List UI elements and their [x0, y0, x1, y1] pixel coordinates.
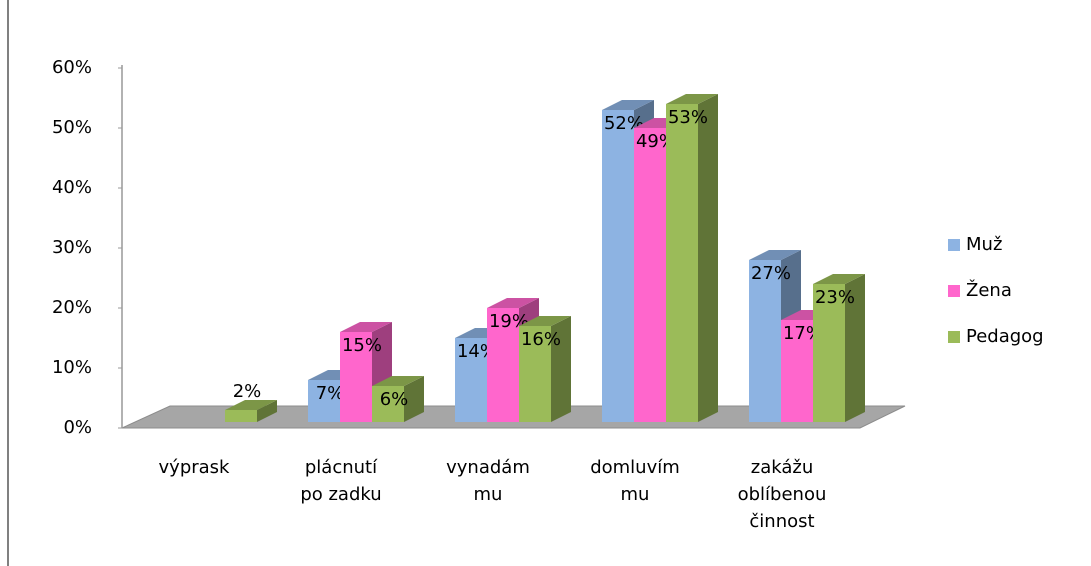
bar-front: [634, 128, 666, 422]
bar-front: [602, 110, 634, 422]
bar-top: [340, 322, 392, 332]
bar-top: [487, 298, 539, 308]
x-tick-label: plácnutí po zadku: [300, 457, 382, 505]
data-label: 7%: [316, 383, 345, 404]
legend-label: Žena: [966, 279, 1012, 301]
bar-top: [749, 250, 801, 260]
bar-top: [602, 100, 654, 110]
bar: [340, 322, 392, 422]
data-label: 53%: [668, 107, 708, 128]
legend-label: Pedagog: [966, 326, 1044, 347]
x-tick-label: domluvím mu: [590, 457, 680, 505]
data-label: 6%: [380, 389, 409, 410]
bar-top: [813, 274, 865, 284]
bar-side: [845, 274, 865, 422]
data-label: 16%: [521, 329, 561, 350]
x-tick-label: zakážu oblíbenou činnost: [737, 457, 827, 532]
bar-side: [551, 316, 571, 422]
bar-front: [666, 104, 698, 422]
bar: [666, 94, 718, 422]
bar-top: [519, 316, 571, 326]
bar-side: [698, 94, 718, 422]
y-tick-label: 0%: [63, 417, 92, 438]
data-label: 23%: [815, 287, 855, 308]
data-label: 15%: [342, 335, 382, 356]
bar: [519, 316, 571, 422]
legend-label: Muž: [966, 234, 1002, 255]
bar-front: [340, 332, 372, 422]
bar: [813, 274, 865, 422]
y-tick-label: 60%: [52, 57, 92, 78]
data-label: 27%: [751, 263, 791, 284]
bar-front: [372, 386, 404, 422]
bar-front: [225, 410, 257, 422]
bar-front: [455, 338, 487, 422]
y-tick-label: 40%: [52, 177, 92, 198]
bar-front: [519, 326, 551, 422]
bar-front: [781, 320, 813, 422]
y-tick-label: 20%: [52, 297, 92, 318]
legend-swatch: [948, 285, 960, 297]
bar-side: [257, 400, 277, 422]
legend-swatch: [948, 331, 960, 343]
bar-side: [404, 376, 424, 422]
data-label: 2%: [233, 381, 262, 402]
bar-front: [813, 284, 845, 422]
x-tick-label: výprask: [158, 457, 230, 478]
bar-top: [666, 94, 718, 104]
bar: [372, 376, 424, 422]
x-tick-label: vynadám mu: [446, 457, 530, 505]
bar: [225, 400, 277, 422]
bar-front: [487, 308, 519, 422]
bar-front: [308, 380, 340, 422]
bar-front: [749, 260, 781, 422]
legend-swatch: [948, 239, 960, 251]
bar-top: [225, 400, 277, 410]
y-tick-label: 30%: [52, 237, 92, 258]
y-tick-label: 10%: [52, 357, 92, 378]
y-tick-label: 50%: [52, 117, 92, 138]
bar-top: [372, 376, 424, 386]
